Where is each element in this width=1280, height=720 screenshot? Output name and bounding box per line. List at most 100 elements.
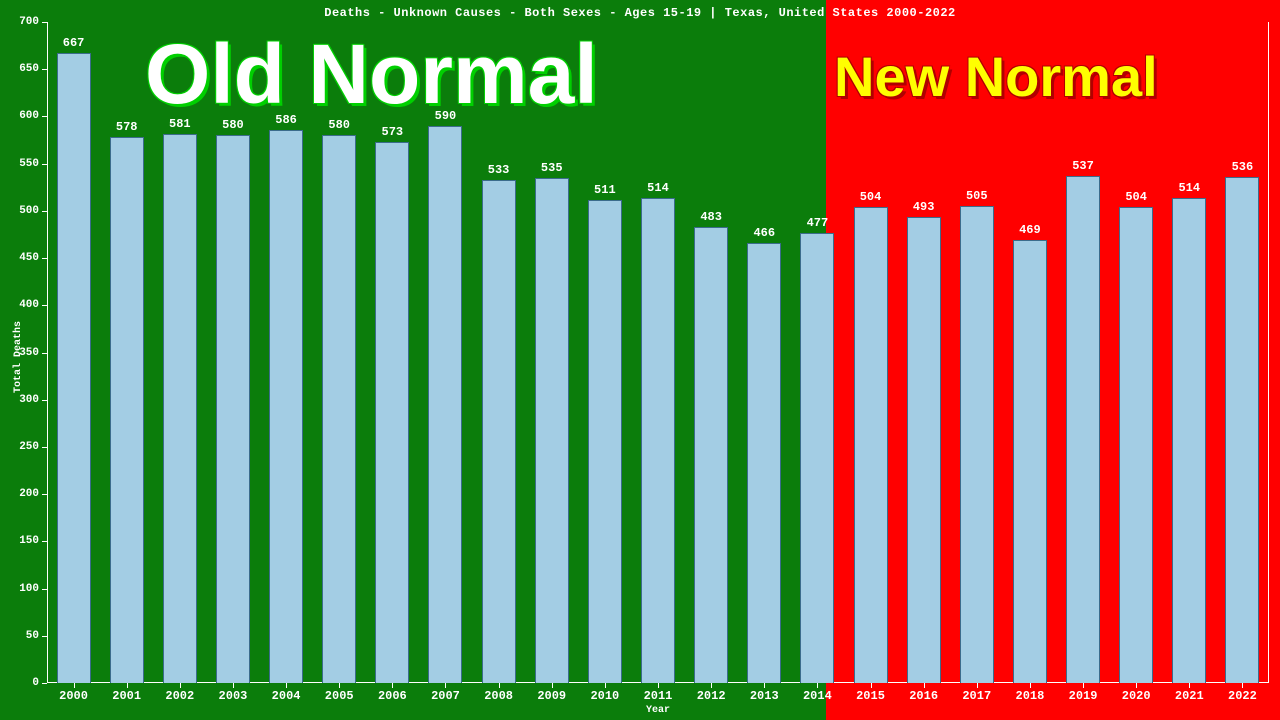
bar-slot: 5862004 — [260, 22, 313, 683]
bar — [747, 243, 781, 683]
y-tick-mark — [42, 400, 47, 401]
x-tick-label: 2000 — [47, 689, 100, 703]
x-tick-label: 2009 — [525, 689, 578, 703]
bar — [428, 126, 462, 683]
bars-container: 6672000578200158120025802003586200458020… — [47, 22, 1269, 683]
bar-slot: 5042015 — [844, 22, 897, 683]
x-tick-mark — [552, 683, 553, 688]
y-tick-label: 50 — [26, 630, 39, 642]
bar-value-label: 590 — [419, 109, 472, 123]
y-tick-mark — [42, 636, 47, 637]
y-tick-mark — [42, 164, 47, 165]
x-tick-mark — [924, 683, 925, 688]
x-tick-label: 2022 — [1216, 689, 1269, 703]
bar-value-label: 493 — [897, 200, 950, 214]
x-tick-mark — [817, 683, 818, 688]
bar-slot: 5112010 — [578, 22, 631, 683]
x-tick-label: 2018 — [1003, 689, 1056, 703]
y-tick-label: 650 — [19, 63, 39, 75]
bar-slot: 4832012 — [685, 22, 738, 683]
x-tick-mark — [605, 683, 606, 688]
y-tick-label: 150 — [19, 535, 39, 547]
bar — [1066, 176, 1100, 683]
x-tick-mark — [339, 683, 340, 688]
bar — [854, 207, 888, 683]
y-tick-mark — [42, 305, 47, 306]
x-tick-label: 2007 — [419, 689, 472, 703]
x-tick-label: 2003 — [206, 689, 259, 703]
x-tick-mark — [233, 683, 234, 688]
bar-slot: 4692018 — [1003, 22, 1056, 683]
bar-slot: 5802003 — [206, 22, 259, 683]
bar — [482, 180, 516, 683]
bar-value-label: 466 — [738, 226, 791, 240]
y-tick-label: 500 — [19, 205, 39, 217]
y-tick-label: 550 — [19, 158, 39, 170]
x-tick-label: 2016 — [897, 689, 950, 703]
x-tick-mark — [286, 683, 287, 688]
bar — [110, 137, 144, 683]
bar-slot: 5142011 — [631, 22, 684, 683]
bar — [216, 135, 250, 683]
bar-value-label: 477 — [791, 216, 844, 230]
y-tick-mark — [42, 353, 47, 354]
y-tick-label: 450 — [19, 252, 39, 264]
bar-slot: 5802005 — [313, 22, 366, 683]
bar-value-label: 580 — [313, 118, 366, 132]
y-tick-mark — [42, 447, 47, 448]
bar-slot: 5042020 — [1110, 22, 1163, 683]
bar — [1225, 177, 1259, 683]
x-axis-label: Year — [47, 705, 1269, 716]
y-axis-label: Total Deaths — [13, 320, 24, 392]
x-tick-mark — [658, 683, 659, 688]
y-tick-mark — [42, 589, 47, 590]
bar-value-label: 578 — [100, 120, 153, 134]
bar-slot: 6672000 — [47, 22, 100, 683]
x-tick-label: 2015 — [844, 689, 897, 703]
bar-value-label: 535 — [525, 161, 578, 175]
x-tick-label: 2021 — [1163, 689, 1216, 703]
x-tick-mark — [1083, 683, 1084, 688]
x-tick-mark — [499, 683, 500, 688]
bar — [163, 134, 197, 683]
bar-value-label: 580 — [206, 118, 259, 132]
bar — [1013, 240, 1047, 683]
x-tick-mark — [1242, 683, 1243, 688]
x-tick-mark — [1189, 683, 1190, 688]
bar-value-label: 511 — [578, 183, 631, 197]
x-tick-label: 2014 — [791, 689, 844, 703]
bar-value-label: 505 — [950, 189, 1003, 203]
bar-value-label: 514 — [631, 181, 684, 195]
bar — [960, 206, 994, 683]
y-tick-mark — [42, 211, 47, 212]
bar — [907, 217, 941, 683]
x-tick-mark — [180, 683, 181, 688]
x-tick-label: 2002 — [153, 689, 206, 703]
x-tick-mark — [977, 683, 978, 688]
x-tick-label: 2004 — [260, 689, 313, 703]
y-tick-label: 250 — [19, 441, 39, 453]
y-tick-label: 700 — [19, 16, 39, 28]
bar — [641, 198, 675, 683]
x-tick-label: 2008 — [472, 689, 525, 703]
bar-value-label: 533 — [472, 163, 525, 177]
bar-slot: 5362022 — [1216, 22, 1269, 683]
bar — [269, 130, 303, 683]
x-tick-label: 2019 — [1056, 689, 1109, 703]
bar-value-label: 514 — [1163, 181, 1216, 195]
bar-value-label: 667 — [47, 36, 100, 50]
bar-slot: 5812002 — [153, 22, 206, 683]
bar-slot: 4932016 — [897, 22, 950, 683]
x-tick-mark — [127, 683, 128, 688]
bar-slot: 5732006 — [366, 22, 419, 683]
bar-value-label: 581 — [153, 117, 206, 131]
y-tick-mark — [42, 69, 47, 70]
bar-slot: 4772014 — [791, 22, 844, 683]
y-tick-mark — [42, 22, 47, 23]
bar-slot: 5142021 — [1163, 22, 1216, 683]
bar — [322, 135, 356, 683]
x-tick-mark — [711, 683, 712, 688]
bar-value-label: 536 — [1216, 160, 1269, 174]
y-tick-label: 400 — [19, 299, 39, 311]
x-tick-label: 2010 — [578, 689, 631, 703]
